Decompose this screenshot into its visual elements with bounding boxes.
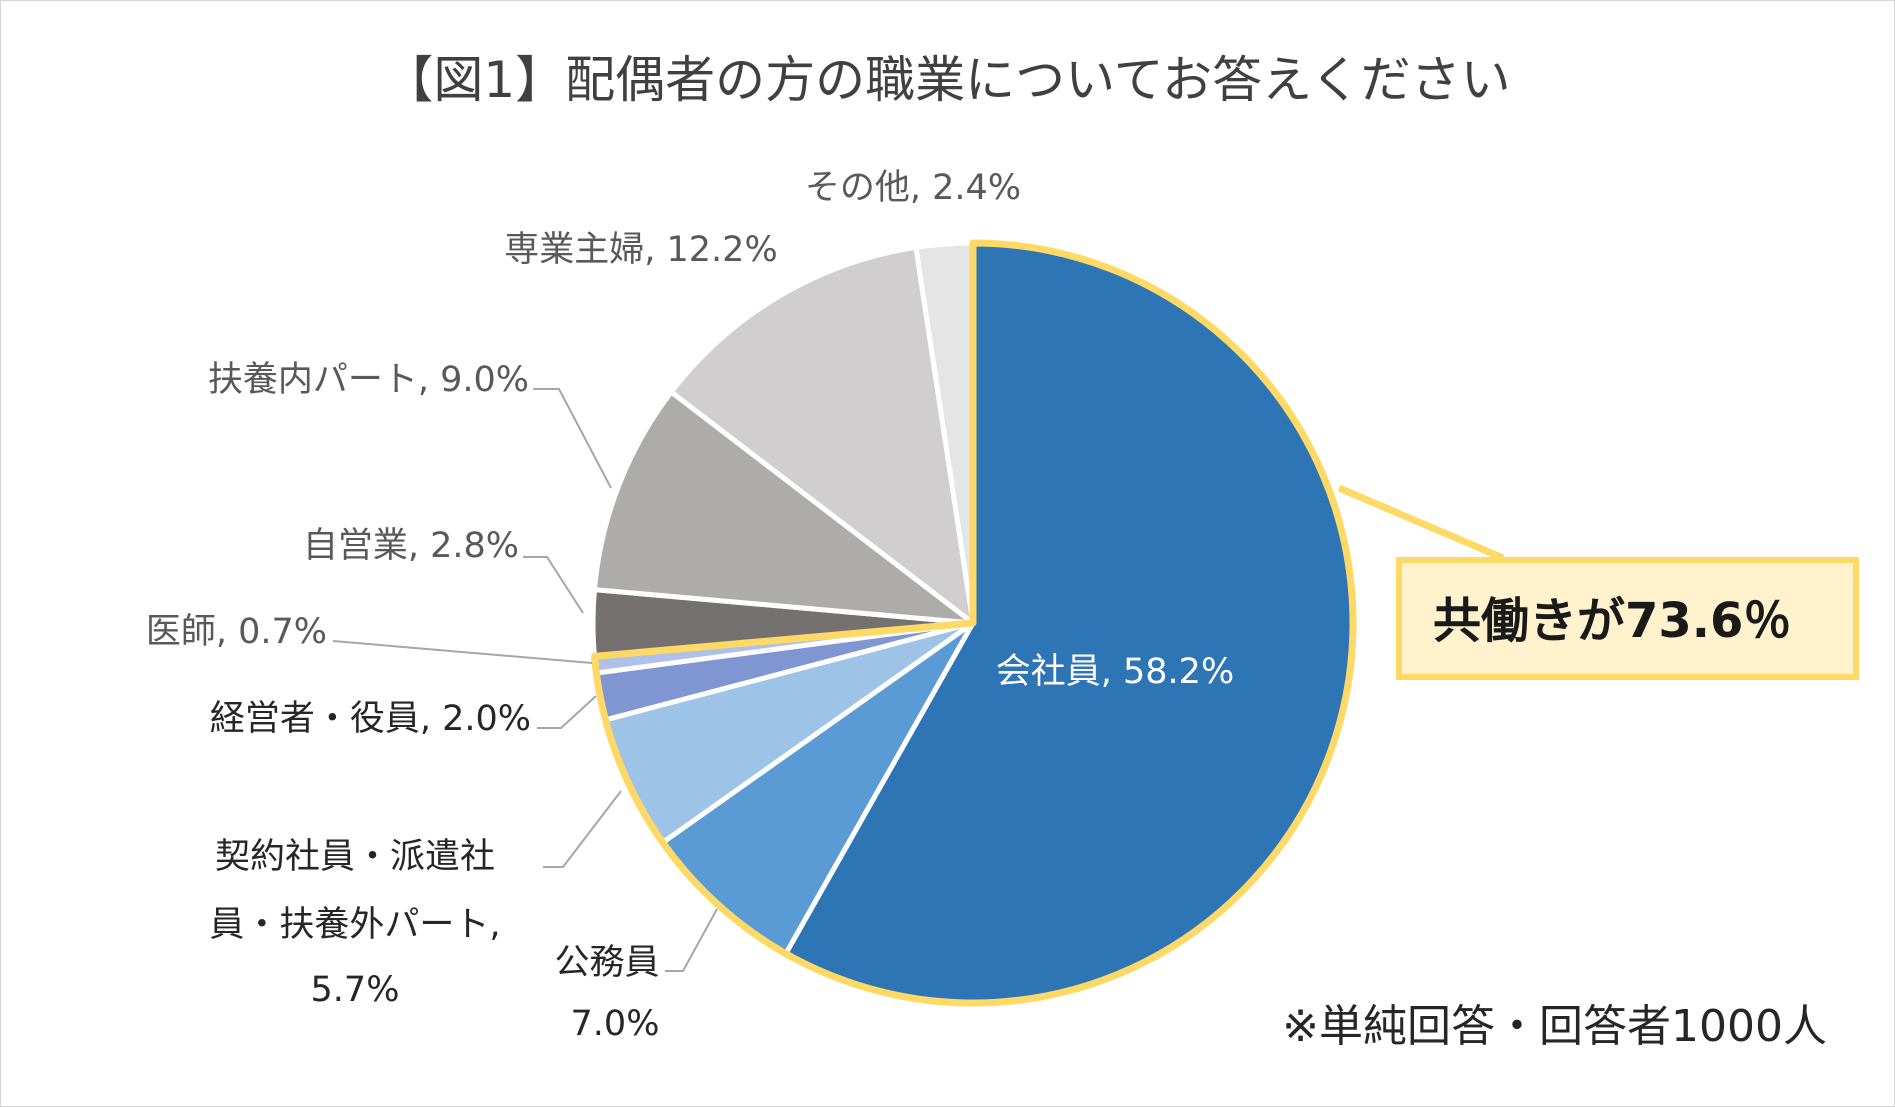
callout-label: 共働きが73.6％ — [1433, 593, 1791, 649]
leader-line-keiyaku — [543, 790, 622, 868]
leader-line-jieigyo — [523, 556, 584, 614]
slice-label-keiyaku-line3: 5.7% — [311, 970, 400, 1010]
pie-slices — [590, 240, 1356, 1006]
slice-label-jieigyo: 自営業, 2.8% — [303, 526, 519, 566]
slice-label-fuyounai: 扶養内パート, 9.0% — [208, 360, 529, 400]
leader-line-fuyounai — [533, 388, 612, 489]
slice-label-sengyoshufu: 専業主婦, 12.2% — [504, 230, 777, 270]
pie-slice-7 — [668, 244, 976, 626]
callout-box — [1396, 557, 1859, 680]
slice-label-koumuin-line1: 公務員 — [554, 943, 659, 983]
leader-lines — [332, 388, 718, 972]
callout-pointer — [1337, 484, 1505, 562]
slice-label-keiyaku-line2: 員・扶養外パート, — [209, 905, 500, 945]
leader-line-koumuin — [665, 908, 718, 972]
dual-income-highlight-outline — [590, 239, 1357, 1007]
slice-label-keiyaku-line1: 契約社員・派遣社 — [215, 837, 495, 877]
slice-label-sonota: その他, 2.4% — [805, 168, 1021, 208]
chart-title: 【図1】配偶者の方の職業についてお答えください — [383, 51, 1510, 109]
leader-line-ishi — [332, 640, 593, 664]
pie-slice-6 — [591, 389, 976, 626]
slice-label-keieisha: 経営者・役員, 2.0% — [210, 699, 531, 739]
leader-line-keieisha — [537, 695, 597, 729]
slice-label-kaishain: 会社員, 58.2% — [996, 652, 1234, 692]
slice-label-koumuin-line2: 7.0% — [571, 1004, 660, 1044]
slice-label-ishi: 医師, 0.7% — [146, 612, 327, 652]
respondent-note: ※単純回答・回答者1000人 — [1282, 1001, 1827, 1052]
